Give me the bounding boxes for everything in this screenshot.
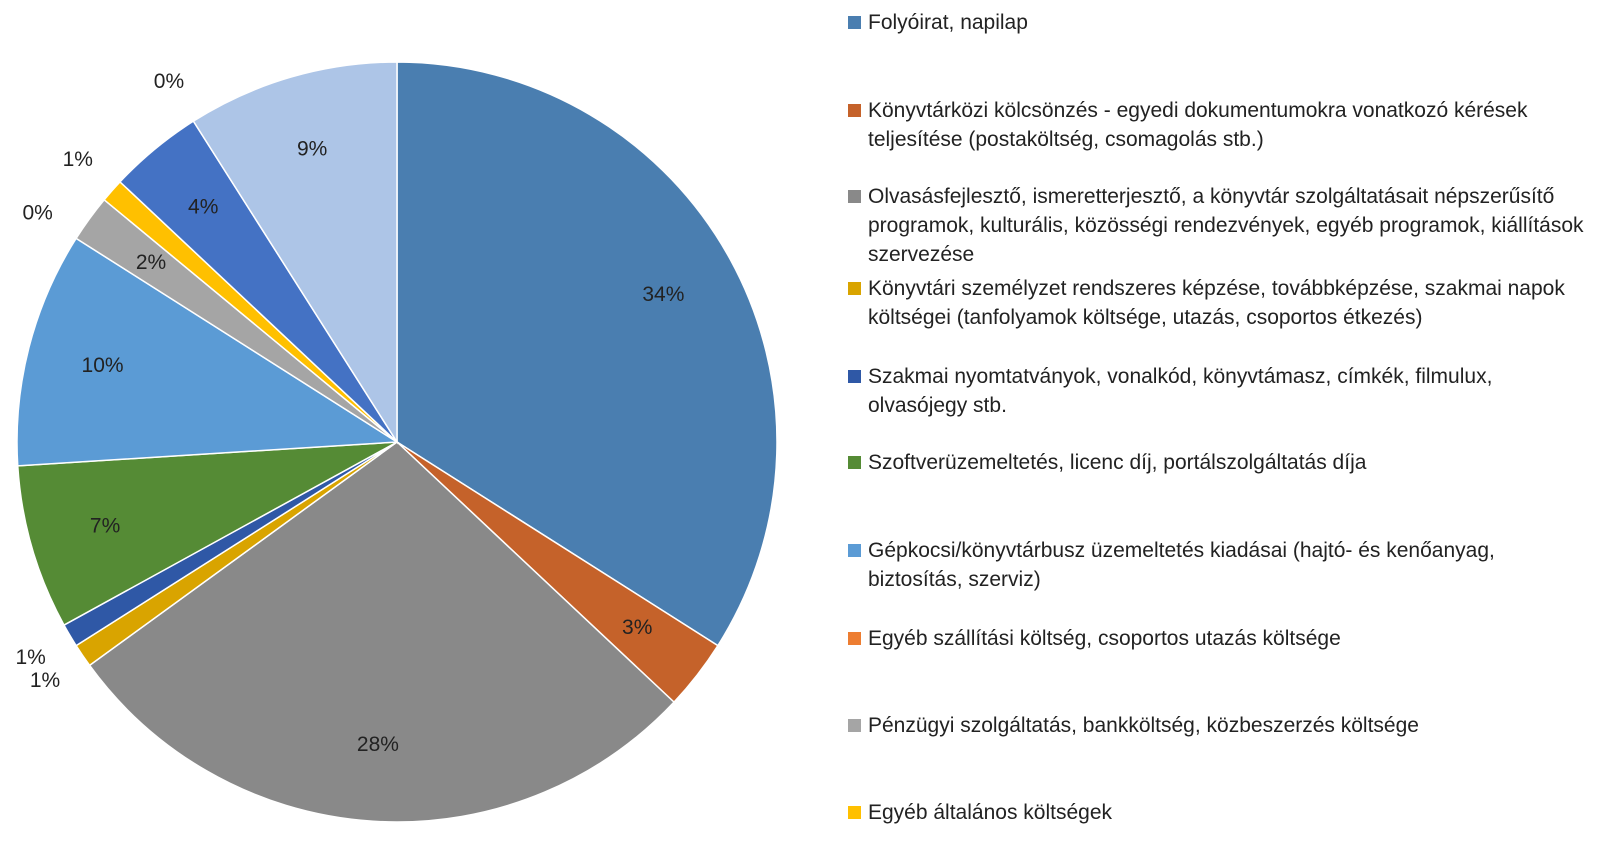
legend-label: Egyéb szállítási költség, csoportos utaz… (868, 627, 1341, 650)
legend-label: Könyvtárközi kölcsönzés - egyedi dokumen… (868, 99, 1528, 151)
legend-label: Szoftverüzemeltetés, licenc díj, portáls… (868, 451, 1367, 474)
legend-swatch (848, 456, 861, 469)
legend-swatch (848, 16, 861, 29)
data-label: 7% (90, 514, 120, 537)
legend-label: Olvasásfejlesztő, ismeretterjesztő, a kö… (868, 185, 1584, 266)
legend-label: Gépkocsi/könyvtárbusz üzemeltetés kiadás… (868, 539, 1495, 591)
legend-swatch (848, 190, 861, 203)
data-label: 0% (154, 70, 184, 93)
pie-slice (192, 61, 398, 445)
pie-slice (88, 441, 676, 823)
legend-label: Pénzügyi szolgáltatás, bankköltség, közb… (868, 714, 1419, 737)
legend-label: Szakmai nyomtatványok, vonalkód, könyvtá… (868, 365, 1493, 417)
data-label: 9% (297, 138, 327, 161)
legend-swatch (848, 719, 861, 732)
legend-item: Egyéb általános költségek (848, 798, 1593, 827)
legend-swatch (848, 544, 861, 557)
legend-label: Könyvtári személyzet rendszeres képzése,… (868, 277, 1565, 329)
data-label: 0% (22, 201, 52, 224)
data-label: 3% (622, 616, 652, 639)
legend-swatch (848, 632, 861, 645)
pie-slice (16, 441, 398, 627)
legend-item: Folyóirat, napilap (848, 8, 1593, 37)
legend-label: Egyéb általános költségek (868, 801, 1112, 824)
legend-item: Könyvtárközi kölcsönzés - egyedi dokumen… (848, 96, 1593, 154)
legend-swatch (848, 806, 861, 819)
data-label: 1% (63, 148, 93, 171)
data-label: 28% (357, 733, 399, 756)
legend-label: Folyóirat, napilap (868, 11, 1028, 34)
chart: 34%3%28%1%1%7%10%0%2%1%4%0%9% (15, 61, 778, 823)
data-label: 34% (642, 283, 684, 306)
data-label: 4% (188, 195, 218, 218)
legend-swatch (848, 370, 861, 383)
legend-item: Könyvtári személyzet rendszeres képzése,… (848, 274, 1593, 332)
pie-slice (396, 61, 778, 647)
data-label: 2% (136, 251, 166, 274)
legend-swatch (848, 282, 861, 295)
legend-item: Pénzügyi szolgáltatás, bankköltség, közb… (848, 711, 1593, 740)
legend-item: Szoftverüzemeltetés, licenc díj, portáls… (848, 448, 1593, 477)
legend-item: Gépkocsi/könyvtárbusz üzemeltetés kiadás… (848, 536, 1593, 594)
data-label: 10% (82, 354, 124, 377)
legend-item: Szakmai nyomtatványok, vonalkód, könyvtá… (848, 362, 1593, 420)
data-label: 1% (15, 646, 45, 669)
data-label: 1% (30, 669, 60, 692)
legend-item: Olvasásfejlesztő, ismeretterjesztő, a kö… (848, 182, 1593, 269)
legend-item: Egyéb szállítási költség, csoportos utaz… (848, 624, 1593, 653)
legend-swatch (848, 104, 861, 117)
pie-slice (16, 237, 400, 467)
